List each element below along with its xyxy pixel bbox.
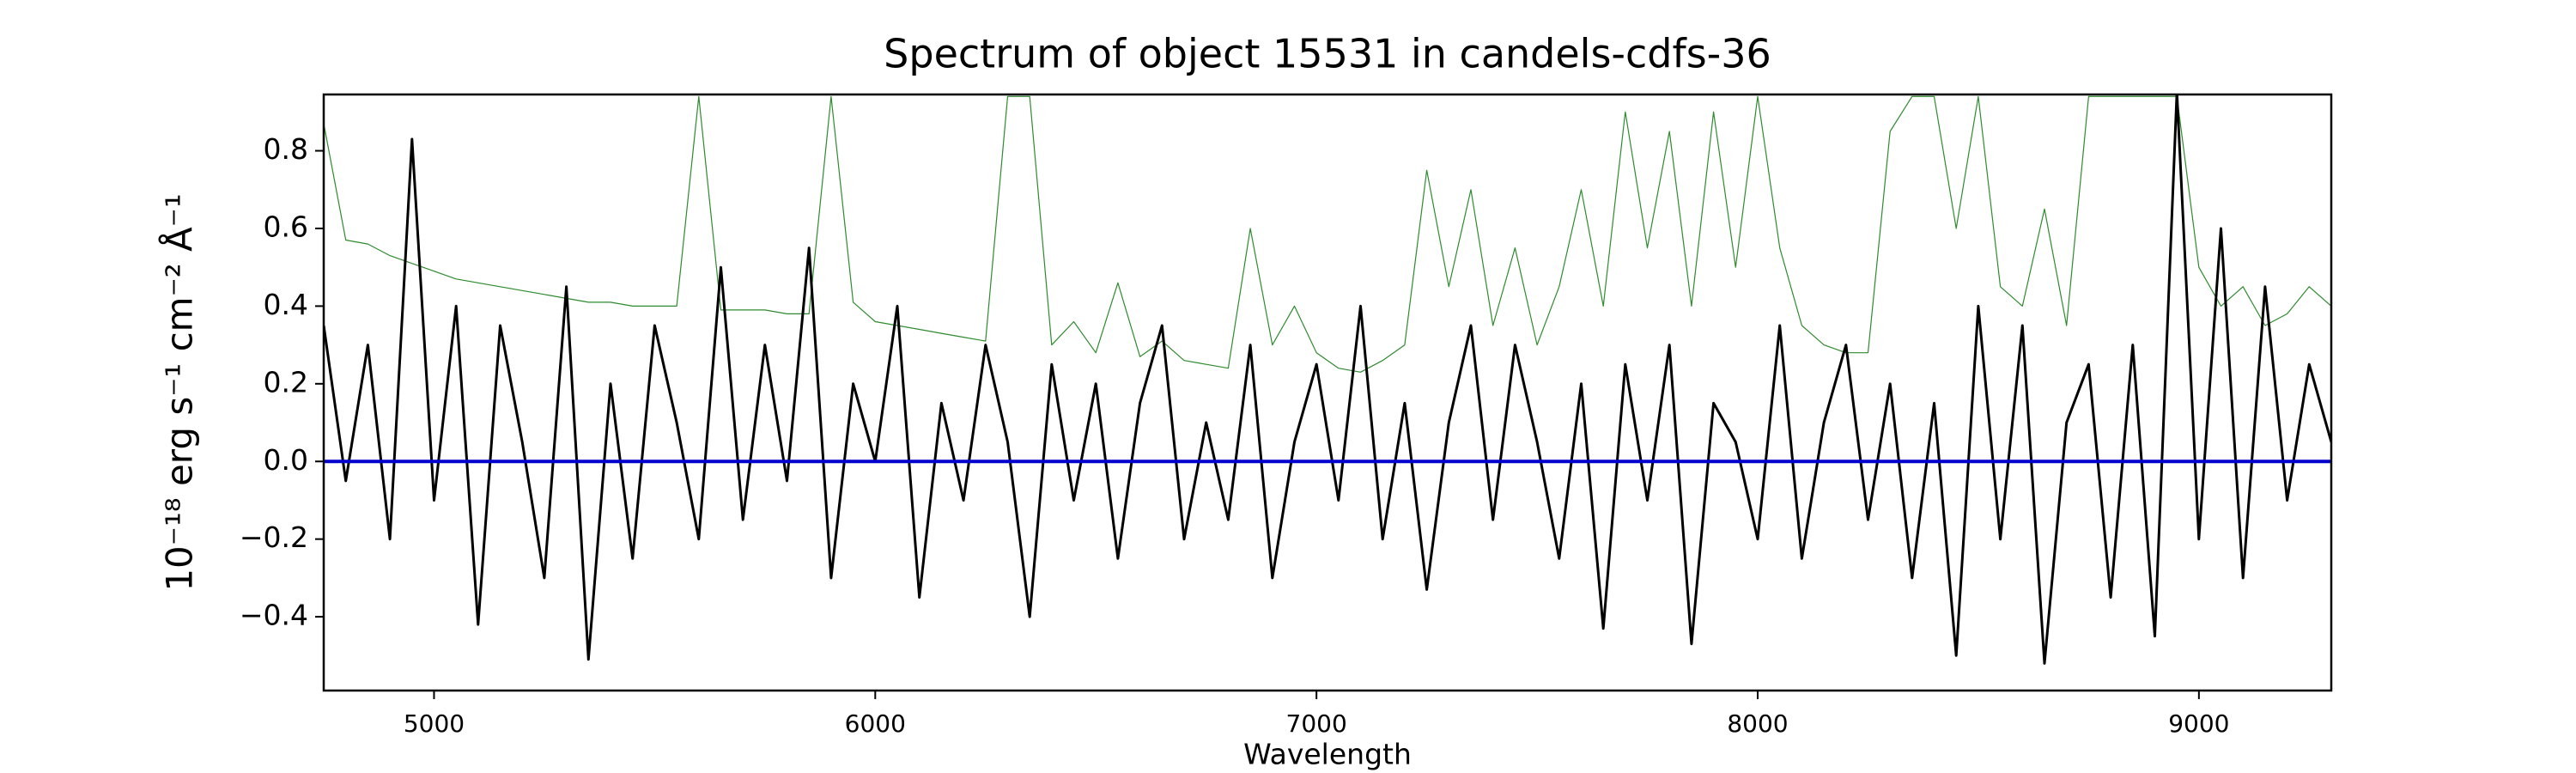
x-tick-label: 9000 <box>2168 709 2229 738</box>
x-tick-label: 7000 <box>1286 709 1347 738</box>
y-tick-label: −0.2 <box>240 520 308 554</box>
plot-area <box>324 94 2331 665</box>
x-tick-label: 5000 <box>404 709 465 738</box>
y-tick-label: 0.4 <box>264 288 308 321</box>
chart-title: Spectrum of object 15531 in candels-cdfs… <box>884 31 1771 77</box>
y-tick-label: 0.0 <box>264 443 308 477</box>
spectrum-line <box>324 94 2331 665</box>
x-axis-label: Wavelength <box>1243 738 1412 771</box>
y-tick-label: 0.6 <box>264 210 308 243</box>
y-tick-label: 0.8 <box>264 132 308 166</box>
spectrum-line <box>324 95 2331 373</box>
x-tick-label: 6000 <box>845 709 906 738</box>
y-axis-label: 10⁻¹⁸ erg s⁻¹ cm⁻² Å⁻¹ <box>158 193 201 591</box>
y-tick-label: −0.4 <box>240 599 308 632</box>
axes-frame <box>322 93 2333 692</box>
x-tick-label: 8000 <box>1727 709 1788 738</box>
y-tick-label: 0.2 <box>264 365 308 399</box>
